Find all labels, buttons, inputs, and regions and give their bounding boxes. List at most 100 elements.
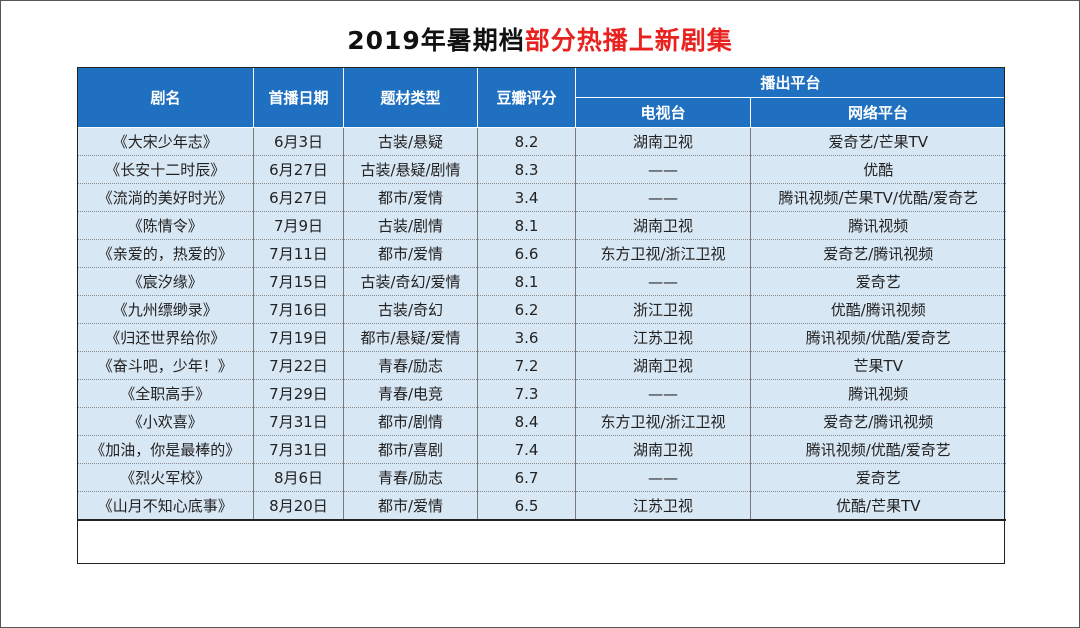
title-main: 2019年暑期档 (347, 26, 525, 55)
cell-web: 优酷/芒果TV (750, 491, 1006, 521)
cell-genre: 都市/悬疑/爱情 (343, 323, 478, 352)
title-highlight: 部分热播上新剧集 (524, 26, 733, 55)
cell-name: 《流淌的美好时光》 (77, 183, 254, 212)
page-title: 2019年暑期档部分热播上新剧集 (1, 21, 1079, 57)
cell-tv: 东方卫视/浙江卫视 (575, 239, 751, 268)
header-name: 剧名 (77, 67, 254, 128)
table-header: 剧名 首播日期 题材类型 豆瓣评分 播出平台 电视台 网络平台 (77, 67, 1007, 128)
cell-name: 《加油，你是最棒的》 (77, 435, 254, 464)
cell-tv: —— (575, 267, 751, 296)
table-row: 《流淌的美好时光》 6月27日 都市/爱情 3.4 —— 腾讯视频/芒果TV/优酷/爱奇艺 (77, 183, 1006, 212)
table-row: 《烈火军校》 8月6日 青春/励志 6.7 —— 爱奇艺 (77, 463, 1006, 492)
cell-name: 《奋斗吧，少年！》 (77, 351, 254, 380)
cell-score: 3.4 (477, 183, 576, 212)
table-row: 《亲爱的，热爱的》 7月11日 都市/爱情 6.6 东方卫视/浙江卫视 爱奇艺/腾讯视频 (77, 239, 1006, 268)
cell-name: 《小欢喜》 (77, 407, 254, 436)
cell-genre: 青春/励志 (343, 351, 478, 380)
cell-genre: 都市/爱情 (343, 183, 478, 212)
cell-tv: 浙江卫视 (575, 295, 751, 324)
cell-date: 7月16日 (253, 295, 344, 324)
header-score: 豆瓣评分 (477, 67, 576, 128)
table-row: 《归还世界给你》 7月19日 都市/悬疑/爱情 3.6 江苏卫视 腾讯视频/优酷/爱奇艺 (77, 323, 1006, 352)
header-genre: 题材类型 (343, 67, 478, 128)
cell-date: 6月3日 (253, 127, 344, 156)
cell-score: 7.4 (477, 435, 576, 464)
cell-score: 8.2 (477, 127, 576, 156)
cell-date: 8月6日 (253, 463, 344, 492)
cell-date: 7月22日 (253, 351, 344, 380)
cell-name: 《长安十二时辰》 (77, 155, 254, 184)
cell-score: 6.7 (477, 463, 576, 492)
cell-tv: —— (575, 155, 751, 184)
cell-score: 6.6 (477, 239, 576, 268)
drama-table: 剧名 首播日期 题材类型 豆瓣评分 播出平台 电视台 网络平台 《大宋少年志》 6… (77, 67, 1007, 521)
cell-score: 8.3 (477, 155, 576, 184)
cell-genre: 都市/剧情 (343, 407, 478, 436)
table-row: 《宸汐缘》 7月15日 古装/奇幻/爱情 8.1 —— 爱奇艺 (77, 267, 1006, 296)
cell-web: 腾讯视频/芒果TV/优酷/爱奇艺 (750, 183, 1006, 212)
cell-date: 7月15日 (253, 267, 344, 296)
table-row: 《九州缥缈录》 7月16日 古装/奇幻 6.2 浙江卫视 优酷/腾讯视频 (77, 295, 1006, 324)
cell-genre: 青春/电竞 (343, 379, 478, 408)
cell-tv: 湖南卫视 (575, 211, 751, 240)
cell-date: 7月19日 (253, 323, 344, 352)
table-row: 《陈情令》 7月9日 古装/剧情 8.1 湖南卫视 腾讯视频 (77, 211, 1006, 240)
cell-name: 《归还世界给你》 (77, 323, 254, 352)
cell-score: 8.1 (477, 211, 576, 240)
cell-tv: —— (575, 183, 751, 212)
cell-score: 6.2 (477, 295, 576, 324)
table-body: 《大宋少年志》 6月3日 古装/悬疑 8.2 湖南卫视 爱奇艺/芒果TV 《长安十二时辰》 6… (77, 127, 1006, 521)
table-row: 《全职高手》 7月29日 青春/电竞 7.3 —— 腾讯视频 (77, 379, 1006, 408)
cell-date: 6月27日 (253, 183, 344, 212)
cell-web: 爱奇艺 (750, 267, 1006, 296)
header-tv: 电视台 (575, 97, 751, 128)
cell-name: 《九州缥缈录》 (77, 295, 254, 324)
cell-web: 腾讯视频 (750, 211, 1006, 240)
cell-web: 芒果TV (750, 351, 1006, 380)
cell-date: 7月11日 (253, 239, 344, 268)
cell-genre: 古装/悬疑 (343, 127, 478, 156)
header-platform: 播出平台 (574, 67, 1007, 98)
cell-tv: —— (575, 463, 751, 492)
cell-genre: 青春/励志 (343, 463, 478, 492)
cell-name: 《山月不知心底事》 (77, 491, 254, 521)
cell-score: 3.6 (477, 323, 576, 352)
cell-date: 7月9日 (253, 211, 344, 240)
cell-score: 8.4 (477, 407, 576, 436)
table-row: 《大宋少年志》 6月3日 古装/悬疑 8.2 湖南卫视 爱奇艺/芒果TV (77, 127, 1006, 156)
header-date: 首播日期 (253, 67, 344, 128)
header-web: 网络平台 (749, 97, 1007, 128)
cell-score: 7.3 (477, 379, 576, 408)
cell-name: 《大宋少年志》 (77, 127, 254, 156)
cell-tv: —— (575, 379, 751, 408)
cell-tv: 湖南卫视 (575, 435, 751, 464)
cell-web: 爱奇艺/芒果TV (750, 127, 1006, 156)
table-row: 《小欢喜》 7月31日 都市/剧情 8.4 东方卫视/浙江卫视 爱奇艺/腾讯视频 (77, 407, 1006, 436)
cell-date: 7月31日 (253, 435, 344, 464)
cell-genre: 都市/爱情 (343, 491, 478, 521)
cell-tv: 江苏卫视 (575, 491, 751, 521)
cell-tv: 江苏卫视 (575, 323, 751, 352)
cell-genre: 都市/爱情 (343, 239, 478, 268)
cell-genre: 古装/剧情 (343, 211, 478, 240)
table-row: 《加油，你是最棒的》 7月31日 都市/喜剧 7.4 湖南卫视 腾讯视频/优酷/爱奇艺 (77, 435, 1006, 464)
cell-tv: 东方卫视/浙江卫视 (575, 407, 751, 436)
cell-date: 6月27日 (253, 155, 344, 184)
table-row: 《山月不知心底事》 8月20日 都市/爱情 6.5 江苏卫视 优酷/芒果TV (77, 491, 1006, 521)
cell-name: 《宸汐缘》 (77, 267, 254, 296)
cell-web: 优酷 (750, 155, 1006, 184)
cell-web: 优酷/腾讯视频 (750, 295, 1006, 324)
cell-score: 7.2 (477, 351, 576, 380)
table-row: 《长安十二时辰》 6月27日 古装/悬疑/剧情 8.3 —— 优酷 (77, 155, 1006, 184)
cell-web: 腾讯视频/优酷/爱奇艺 (750, 435, 1006, 464)
cell-web: 腾讯视频 (750, 379, 1006, 408)
cell-tv: 湖南卫视 (575, 351, 751, 380)
cell-date: 7月29日 (253, 379, 344, 408)
cell-score: 6.5 (477, 491, 576, 521)
cell-web: 爱奇艺/腾讯视频 (750, 407, 1006, 436)
table-row: 《奋斗吧，少年！》 7月22日 青春/励志 7.2 湖南卫视 芒果TV (77, 351, 1006, 380)
cell-name: 《亲爱的，热爱的》 (77, 239, 254, 268)
cell-date: 8月20日 (253, 491, 344, 521)
cell-genre: 古装/奇幻/爱情 (343, 267, 478, 296)
